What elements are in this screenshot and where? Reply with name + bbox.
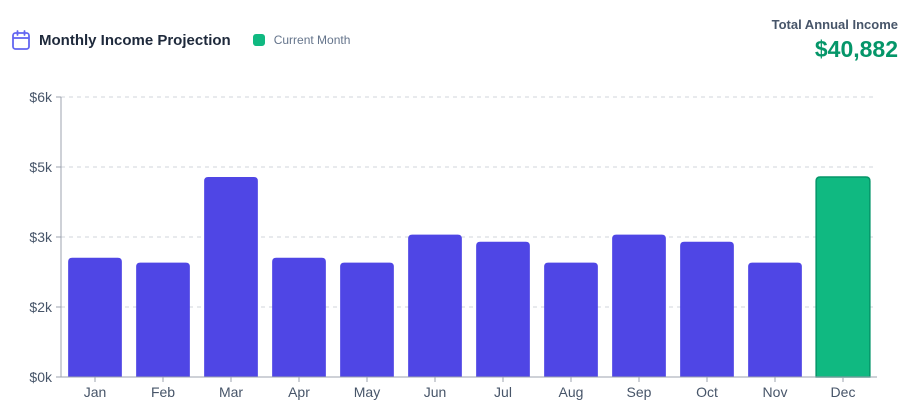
x-tick-label: Feb bbox=[151, 384, 175, 400]
bar-nov[interactable] bbox=[748, 262, 802, 377]
x-tick-label: Jan bbox=[84, 384, 107, 400]
x-tick-label: May bbox=[354, 384, 380, 400]
chart-header: Monthly Income Projection Current Month … bbox=[0, 0, 909, 80]
x-tick-label: Jul bbox=[494, 384, 512, 400]
bar-dec[interactable] bbox=[815, 176, 871, 378]
income-bar-chart: $0k $2k $3k $5k $6k Jan Feb Mar Apr May Jun Jul Aug S… bbox=[29, 89, 877, 400]
legend-swatch-current-month bbox=[252, 34, 265, 46]
tick-labels: $0k $2k $3k $5k $6k Jan Feb Mar Apr May Jun Jul Aug S… bbox=[29, 89, 855, 400]
bars bbox=[68, 176, 871, 378]
y-tick-label: $6k bbox=[29, 89, 53, 105]
y-tick-label: $0k bbox=[29, 369, 53, 385]
bar-jan[interactable] bbox=[68, 257, 122, 377]
bar-feb[interactable] bbox=[136, 262, 190, 377]
x-tick-label: Nov bbox=[763, 384, 788, 400]
y-tick-label: $5k bbox=[29, 159, 53, 175]
bar-oct[interactable] bbox=[680, 241, 734, 377]
legend: Current Month bbox=[252, 33, 351, 47]
y-tick-label: $3k bbox=[29, 229, 53, 245]
chart-title: Monthly Income Projection bbox=[39, 31, 231, 49]
bar-jun[interactable] bbox=[408, 234, 462, 377]
calendar-icon bbox=[12, 30, 30, 50]
x-tick-label: Aug bbox=[559, 384, 584, 400]
bar-mar[interactable] bbox=[204, 177, 258, 377]
grid-lines bbox=[61, 96, 877, 308]
x-tick-label: Dec bbox=[831, 384, 856, 400]
y-tick-label: $2k bbox=[29, 299, 53, 315]
x-tick-label: Apr bbox=[288, 384, 310, 400]
annual-income-summary: Total Annual Income $40,882 bbox=[772, 17, 898, 63]
x-tick-label: Jun bbox=[424, 384, 447, 400]
bar-may[interactable] bbox=[340, 262, 394, 377]
bar-sep[interactable] bbox=[612, 234, 666, 377]
x-tick-label: Sep bbox=[627, 384, 652, 400]
bar-jul[interactable] bbox=[476, 241, 530, 377]
legend-label-current-month: Current Month bbox=[273, 33, 351, 47]
summary-value: $40,882 bbox=[814, 36, 898, 62]
title-group: Monthly Income Projection Current Month bbox=[12, 29, 350, 51]
axes bbox=[56, 96, 877, 382]
x-tick-label: Oct bbox=[696, 384, 718, 400]
x-tick-label: Mar bbox=[219, 384, 243, 400]
bar-apr[interactable] bbox=[272, 257, 326, 377]
bar-aug[interactable] bbox=[544, 262, 598, 377]
summary-label: Total Annual Income bbox=[771, 17, 898, 32]
